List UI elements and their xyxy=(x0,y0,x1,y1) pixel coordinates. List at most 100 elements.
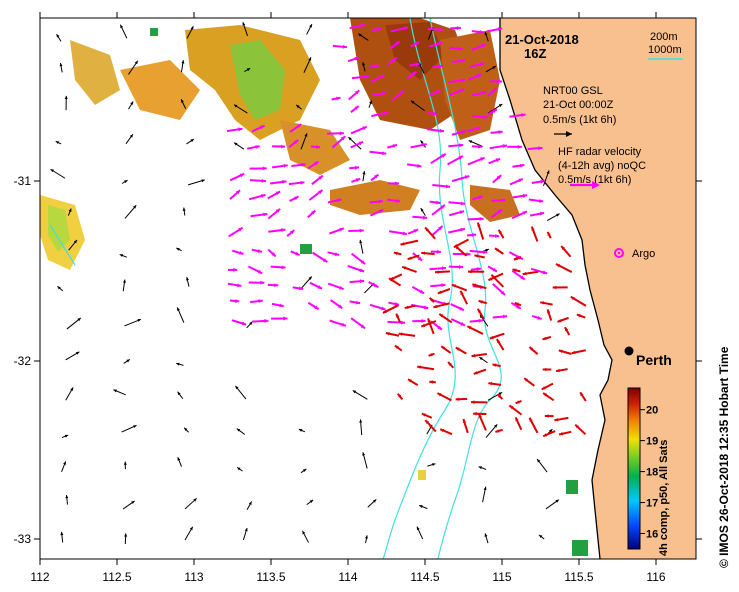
hf-arrow xyxy=(388,181,399,186)
depth-contours xyxy=(49,18,502,559)
hf-qc-arrow xyxy=(420,320,437,328)
hf-qc-arrow xyxy=(466,325,484,335)
contour-200m-label: 200m xyxy=(650,31,678,43)
gsl-arrow xyxy=(176,307,185,323)
hf-qc-arrow xyxy=(542,430,556,438)
hf-arrow xyxy=(327,198,342,204)
hf-arrow xyxy=(351,74,370,80)
gsl-arrow xyxy=(184,497,197,510)
gsl-arrow xyxy=(367,498,377,508)
hf-arrow xyxy=(490,208,503,219)
gsl-arrow xyxy=(484,31,489,42)
hf-arrow xyxy=(226,127,243,133)
gsl-arrow xyxy=(478,356,488,364)
hf-qc-arrow xyxy=(454,245,468,257)
colorbar-tick-label: 17 xyxy=(646,498,658,510)
x-tick-label: 114.5 xyxy=(410,570,439,584)
hf-arrow xyxy=(351,252,366,265)
hf-qc-arrow xyxy=(424,226,436,240)
y-tick-label: -31 xyxy=(14,174,32,188)
hf-arrow xyxy=(511,210,528,220)
hf-arrow xyxy=(387,56,398,66)
hf-arrow xyxy=(291,162,306,168)
hf-qc-arrow xyxy=(558,349,572,355)
hf-arrow xyxy=(451,175,470,183)
hf-qc-arrow xyxy=(404,304,416,310)
hf-arrow xyxy=(492,283,506,296)
gsl-arrow xyxy=(61,461,67,472)
hf-arrow xyxy=(311,174,324,185)
hf-arrow xyxy=(431,225,444,237)
gsl-arrow xyxy=(300,468,307,474)
hf-arrow xyxy=(529,211,545,217)
hf-arrow xyxy=(452,58,466,63)
gsl-arrow xyxy=(55,140,62,145)
hf-arrow xyxy=(232,249,244,255)
gsl-arrow xyxy=(119,253,127,258)
hf-qc-arrow xyxy=(487,272,504,282)
hf-arrow xyxy=(406,163,422,168)
hf-qc-arrow xyxy=(424,419,437,433)
gsl-arrow xyxy=(485,65,497,73)
hf-arrow xyxy=(250,299,263,304)
hf-arrow xyxy=(469,249,488,255)
gsl-legend-title: NRT00 GSL xyxy=(543,85,603,97)
hf-qc-arrow xyxy=(462,418,469,434)
gsl-arrow xyxy=(543,170,550,187)
time-title: 16Z xyxy=(524,46,546,61)
gsl-legend-arrow xyxy=(554,131,572,137)
hf-arrow xyxy=(349,165,360,170)
y-tick-label: -33 xyxy=(14,532,32,546)
hf-qc-arrow xyxy=(523,377,535,387)
gsl-arrow xyxy=(358,33,369,41)
hf-qc-arrow xyxy=(570,295,587,307)
colorbar-ticks: 20 19 18 17 16 xyxy=(640,405,658,541)
hf-arrow xyxy=(409,62,420,67)
hf-arrow xyxy=(387,143,398,149)
hf-arrow xyxy=(471,90,487,97)
hf-arrow xyxy=(268,228,286,233)
hf-arrow xyxy=(231,319,247,326)
hf-arrow xyxy=(331,135,346,149)
hf-qc-arrow xyxy=(574,423,587,436)
hf-arrow xyxy=(451,130,467,136)
hf-arrow xyxy=(289,195,300,202)
hf-arrow xyxy=(490,130,503,135)
hf-arrow xyxy=(349,23,366,30)
hf-arrow xyxy=(530,267,548,275)
hf-arrow xyxy=(487,108,498,116)
hf-qc-arrow xyxy=(528,346,539,355)
gsl-arrow xyxy=(121,424,137,433)
hf-arrow xyxy=(512,163,525,168)
hf-qc-arrow xyxy=(428,352,435,357)
hf-qc-arrow xyxy=(497,229,505,239)
hf-arrow xyxy=(507,144,522,149)
colorbar-tick-label: 20 xyxy=(646,405,658,417)
map-frame xyxy=(39,17,697,560)
hf-qc-arrow xyxy=(478,299,488,305)
gsl-arrow xyxy=(301,530,309,543)
hf-arrow xyxy=(531,179,545,184)
hf-qc-arrow xyxy=(490,274,505,288)
hf-qc-arrow xyxy=(541,382,554,391)
hf-qc-arrow xyxy=(451,283,468,292)
hf-arrow xyxy=(267,283,279,288)
hf-qc-arrow xyxy=(382,304,399,314)
hf-qc-arrow xyxy=(558,430,572,436)
hf-arrow xyxy=(528,198,544,203)
hf-arrow xyxy=(370,173,380,182)
gsl-arrow xyxy=(478,466,487,470)
gsl-arrow xyxy=(122,500,135,510)
y-tick-label: -32 xyxy=(14,354,32,368)
hf-arrow xyxy=(430,153,447,165)
hf-arrow xyxy=(447,155,464,166)
hf-arrow xyxy=(288,139,299,149)
hf-arrow xyxy=(471,29,484,34)
gsl-arrow xyxy=(185,276,190,287)
hf-qc-arrow xyxy=(407,254,420,261)
hf-arrow xyxy=(249,178,266,183)
hf-qc-arrow xyxy=(438,313,453,324)
hf-qc-arrow xyxy=(560,245,572,258)
hf-arrow xyxy=(249,166,267,171)
hf-qc-arrow xyxy=(508,404,523,416)
